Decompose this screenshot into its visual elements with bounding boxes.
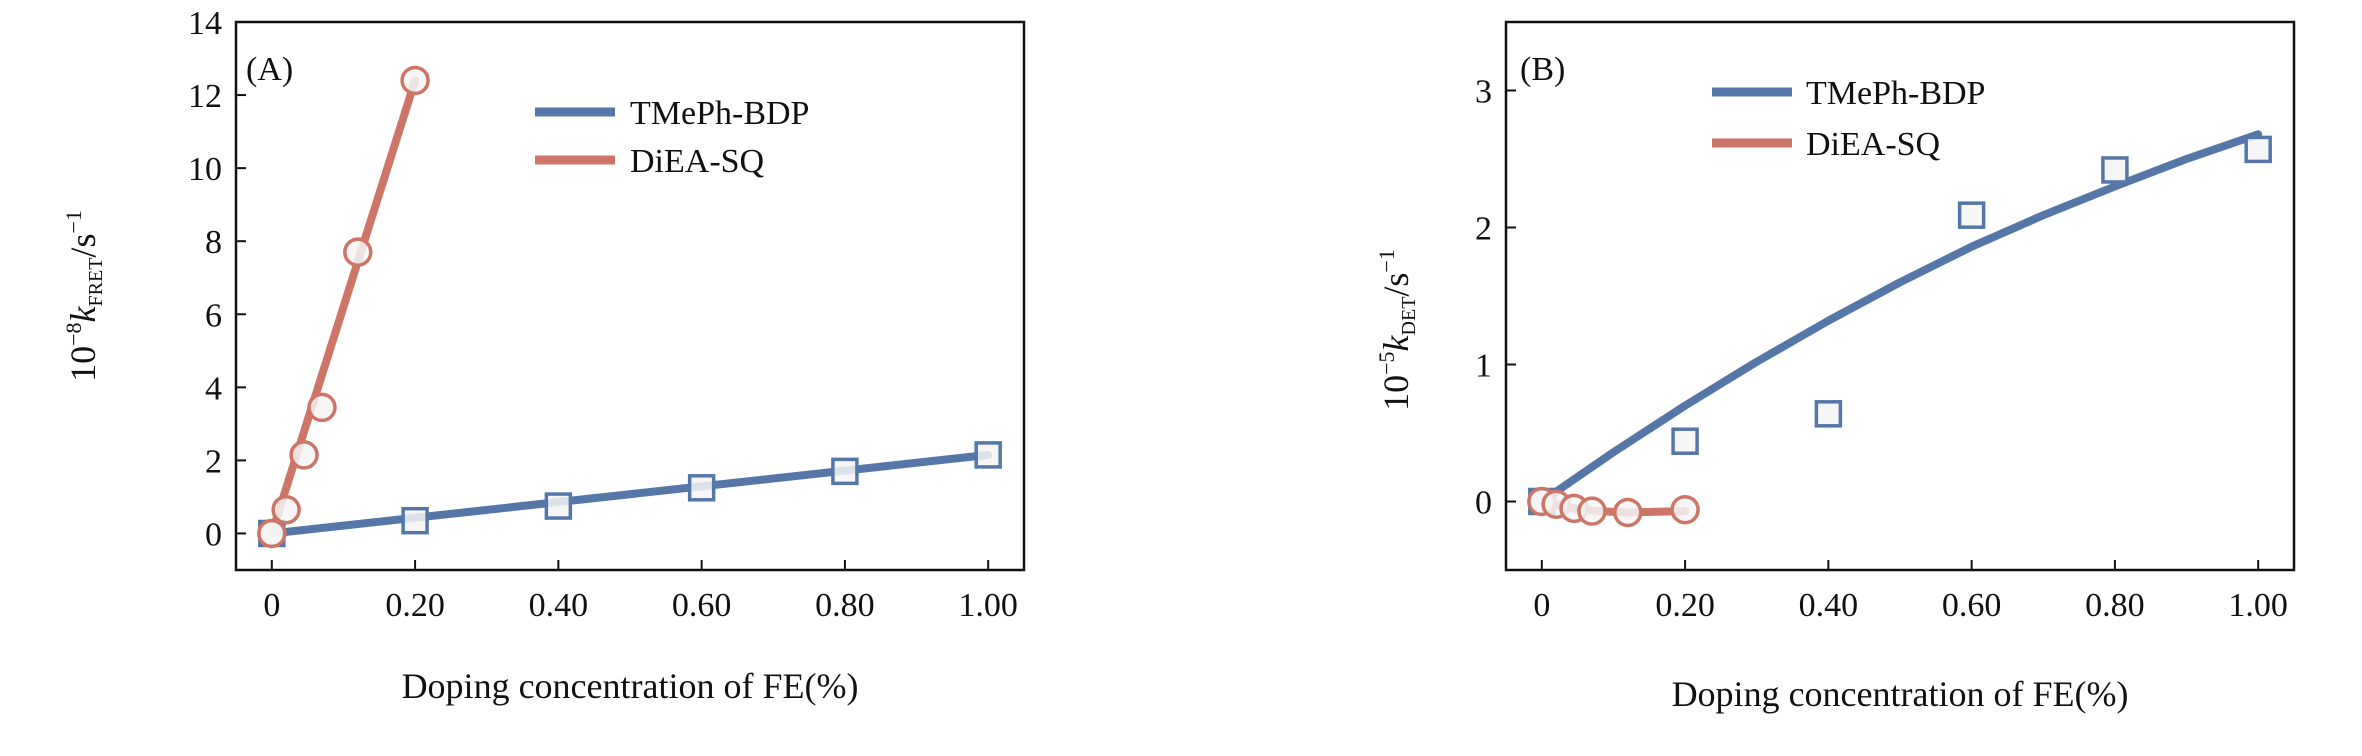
marker-diea-sq-a-5 xyxy=(400,65,430,96)
y-tick-label-a-7: 14 xyxy=(188,5,222,42)
y-axis-unit-a: /s xyxy=(63,234,103,258)
marker-diea-sq-b-5 xyxy=(1670,494,1700,525)
x-tick-label-a-5: 1.00 xyxy=(958,587,1018,624)
legend-b: TMePh-BDP DiEA-SQ xyxy=(1712,75,1985,163)
chart-panel-a: (A) 0 0.20 0.40 0.60 0.80 1.00 0 2 4 6 8 10 12 14 TMe… xyxy=(61,5,1026,706)
y-tick-label-b-1: 1 xyxy=(1475,348,1492,385)
x-tick-label-a-0: 0 xyxy=(263,587,280,624)
y-tick-label-a-6: 12 xyxy=(188,78,222,115)
marker-tmeph-bdp-a-2 xyxy=(544,492,573,520)
fit-line-tmeph-bdp-a xyxy=(267,450,993,538)
y-tick-label-a-4: 8 xyxy=(205,224,222,261)
legend-label-diea-sq-b: DiEA-SQ xyxy=(1806,126,1940,163)
panel-label-a: (A) xyxy=(246,51,293,88)
x-tick-label-a-4: 0.80 xyxy=(815,587,875,624)
y-axis-prefix-b: 10 xyxy=(1376,375,1416,411)
plot-frame-b xyxy=(1504,20,2296,572)
marker-diea-sq-b-3 xyxy=(1577,496,1607,526)
legend-a: TMePh-BDP DiEA-SQ xyxy=(535,95,809,180)
marker-diea-sq-a-1 xyxy=(271,494,301,525)
y-axis-title-a: 10−8kFRET/s−1 xyxy=(61,210,107,382)
fit-line-tmeph-bdp-b xyxy=(1537,130,2263,506)
marker-tmeph-bdp-b-3 xyxy=(1957,201,1986,229)
y-axis-unit-b: /s xyxy=(1376,273,1416,297)
x-axis-title-b: Doping concentration of FE(%) xyxy=(1672,674,2129,714)
x-axis-title-a: Doping concentration of FE(%) xyxy=(402,666,859,706)
y-tick-label-b-0: 0 xyxy=(1475,485,1492,522)
y-tick-label-a-0: 0 xyxy=(205,516,222,553)
plot-frame-a xyxy=(234,20,1026,572)
x-tick-label-b-2: 0.40 xyxy=(1799,587,1859,624)
y-axis-unit-exp-a: −1 xyxy=(61,210,86,233)
y-axis-unit-exp-b: −1 xyxy=(1374,249,1399,272)
x-tick-label-b-0: 0 xyxy=(1533,587,1550,624)
y-axis-exp-b: −5 xyxy=(1374,351,1399,374)
y-axis-k-b: k xyxy=(1376,334,1416,351)
marker-tmeph-bdp-a-1 xyxy=(401,506,429,535)
legend-label-tmeph-bdp-b: TMePh-BDP xyxy=(1806,75,1985,112)
marker-tmeph-bdp-b-2 xyxy=(1814,400,1843,428)
marker-diea-sq-a-0 xyxy=(257,518,287,549)
y-axis-sub-b: DET xyxy=(1398,297,1420,336)
panel-label-b: (B) xyxy=(1520,51,1565,88)
x-tick-label-b-3: 0.60 xyxy=(1942,587,2002,624)
y-tick-label-a-2: 4 xyxy=(205,370,222,407)
x-tick-label-a-3: 0.60 xyxy=(672,587,732,624)
axis-ticks-b: 0 0.20 0.40 0.60 0.80 1.00 0 1 2 3 xyxy=(1475,74,2288,625)
markers-b xyxy=(1527,135,2272,528)
x-tick-label-b-4: 0.80 xyxy=(2085,587,2145,624)
y-tick-label-b-2: 2 xyxy=(1475,211,1492,248)
y-axis-k-a: k xyxy=(63,305,103,322)
fit-line-diea-sq-a xyxy=(267,76,420,538)
marker-tmeph-bdp-a-4 xyxy=(831,457,859,486)
marker-diea-sq-a-3 xyxy=(307,392,337,423)
chart-panel-b: (B) 0 0.20 0.40 0.60 0.80 1.00 0 1 2 3 TMePh-BDP … xyxy=(1374,20,2296,714)
y-axis-exp-a: −8 xyxy=(61,322,86,345)
y-tick-label-a-5: 10 xyxy=(188,151,222,188)
markers-a xyxy=(257,65,1002,549)
x-tick-label-b-5: 1.00 xyxy=(2228,587,2288,624)
y-axis-prefix-a: 10 xyxy=(63,346,103,382)
marker-tmeph-bdp-a-3 xyxy=(687,474,716,502)
marker-tmeph-bdp-b-4 xyxy=(2101,156,2129,184)
y-tick-label-a-3: 6 xyxy=(205,297,222,334)
marker-tmeph-bdp-b-5 xyxy=(2244,135,2272,164)
legend-label-diea-sq-a: DiEA-SQ xyxy=(630,143,764,180)
y-axis-sub-a: FRET xyxy=(85,258,107,307)
y-tick-label-a-1: 2 xyxy=(205,443,222,480)
marker-tmeph-bdp-a-5 xyxy=(974,441,1002,469)
marker-diea-sq-a-2 xyxy=(289,440,319,470)
x-tick-label-a-2: 0.40 xyxy=(529,587,589,624)
marker-diea-sq-b-4 xyxy=(1613,497,1643,528)
x-tick-label-a-1: 0.20 xyxy=(385,587,445,624)
x-tick-label-b-1: 0.20 xyxy=(1655,587,1715,624)
y-axis-title-b: 10−5kDET/s−1 xyxy=(1374,249,1420,411)
axis-ticks-a: 0 0.20 0.40 0.60 0.80 1.00 0 2 4 6 8 10 12 14 xyxy=(188,5,1018,624)
legend-label-tmeph-bdp-a: TMePh-BDP xyxy=(630,95,809,132)
fit-lines-b xyxy=(1537,130,2263,517)
marker-diea-sq-a-4 xyxy=(343,237,373,267)
y-tick-label-b-3: 3 xyxy=(1475,74,1492,111)
marker-tmeph-bdp-b-1 xyxy=(1671,427,1699,455)
